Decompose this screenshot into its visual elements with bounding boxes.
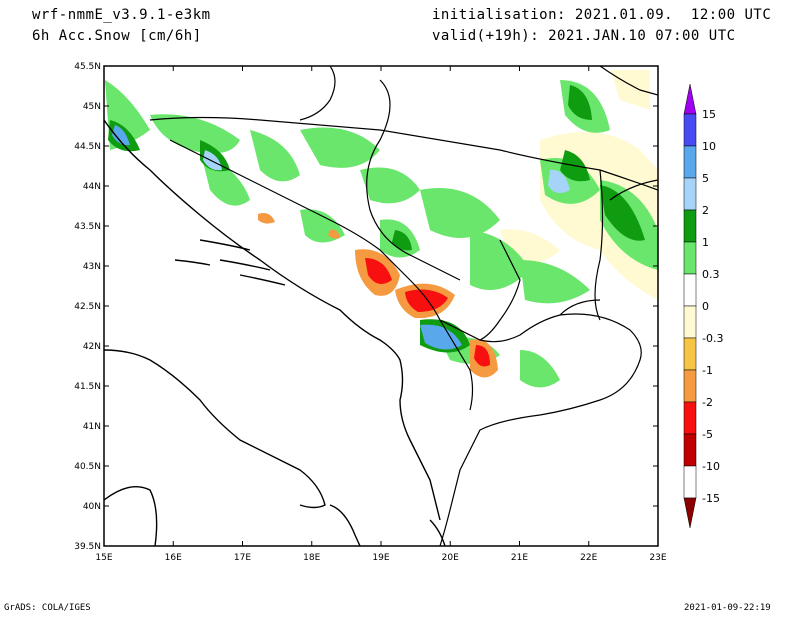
colorbar-segment — [683, 401, 697, 435]
colorbar-segment — [683, 145, 697, 179]
lon-label: 21E — [511, 553, 528, 563]
lat-label: 44N — [83, 182, 101, 192]
colorbar-label: -5 — [702, 428, 713, 441]
colorbar-label: -0.3 — [702, 332, 723, 345]
lat-label: 44.5N — [74, 142, 101, 152]
colorbar-label: -10 — [702, 460, 720, 473]
lon-label: 19E — [372, 553, 389, 563]
lat-label: 39.5N — [74, 542, 101, 552]
colorbar-label: 0 — [702, 300, 709, 313]
lat-label: 41N — [83, 422, 101, 432]
colorbar-label: -1 — [702, 364, 713, 377]
lon-label: 20E — [442, 553, 459, 563]
lon-label: 23E — [649, 553, 666, 563]
credit-text: GrADS: COLA/IGES — [4, 603, 91, 613]
field-title: 6h Acc.Snow [cm/6h] — [32, 28, 202, 44]
colorbar-segment — [683, 465, 697, 499]
colorbar-segment — [683, 241, 697, 275]
lat-label: 40.5N — [74, 462, 101, 472]
lat-label: 41.5N — [74, 382, 101, 392]
lat-label: 43N — [83, 262, 101, 272]
colorbar-segment — [683, 337, 697, 371]
colorbar-segment — [683, 177, 697, 211]
colorbar-segment — [683, 305, 697, 339]
colorbar-label: 0.3 — [702, 268, 720, 281]
timestamp-text: 2021-01-09-22:19 — [684, 603, 771, 613]
model-name: wrf-nmmE_v3.9.1-e3km — [32, 7, 211, 23]
colorbar: 15 10 5 2 1 0.3 0 -0.3 -1 -2 -5 -10 -15 — [683, 83, 723, 529]
lon-label: 15E — [95, 553, 112, 563]
colorbar-label: 5 — [702, 172, 709, 185]
colorbar-bottom-arrow — [683, 497, 697, 529]
lon-label: 16E — [165, 553, 182, 563]
colorbar-segment — [683, 433, 697, 467]
snow-field — [105, 70, 658, 388]
lon-label: 22E — [580, 553, 597, 563]
colorbar-segment — [683, 273, 697, 307]
valid-time: valid(+19h): 2021.JAN.10 07:00 UTC — [432, 28, 736, 44]
colorbar-label: 2 — [702, 204, 709, 217]
lat-label: 45.5N — [74, 62, 101, 72]
colorbar-label: 15 — [702, 108, 716, 121]
lat-label: 45N — [83, 102, 101, 112]
init-time: initialisation: 2021.01.09. 12:00 UTC — [432, 7, 772, 23]
colorbar-segment — [683, 209, 697, 243]
lat-label: 42.5N — [74, 302, 101, 312]
lon-label: 17E — [234, 553, 251, 563]
lat-label: 43.5N — [74, 222, 101, 232]
colorbar-label: -15 — [702, 492, 720, 505]
colorbar-label: -2 — [702, 396, 713, 409]
colorbar-top-arrow — [683, 83, 697, 115]
longitude-axis: 15E 16E 17E 18E 19E 20E 21E 22E 23E — [95, 66, 667, 563]
lat-label: 40N — [83, 502, 101, 512]
coastlines — [104, 119, 446, 546]
colorbar-segment — [683, 113, 697, 147]
colorbar-label: 10 — [702, 140, 716, 153]
latitude-axis: 45.5N 45N 44.5N 44N 43.5N 43N 42.5N 42N 41.5N 41N… — [74, 62, 658, 552]
borders — [149, 66, 658, 546]
lon-label: 18E — [303, 553, 320, 563]
lat-label: 42N — [83, 342, 101, 352]
colorbar-label: 1 — [702, 236, 709, 249]
colorbar-segment — [683, 369, 697, 403]
